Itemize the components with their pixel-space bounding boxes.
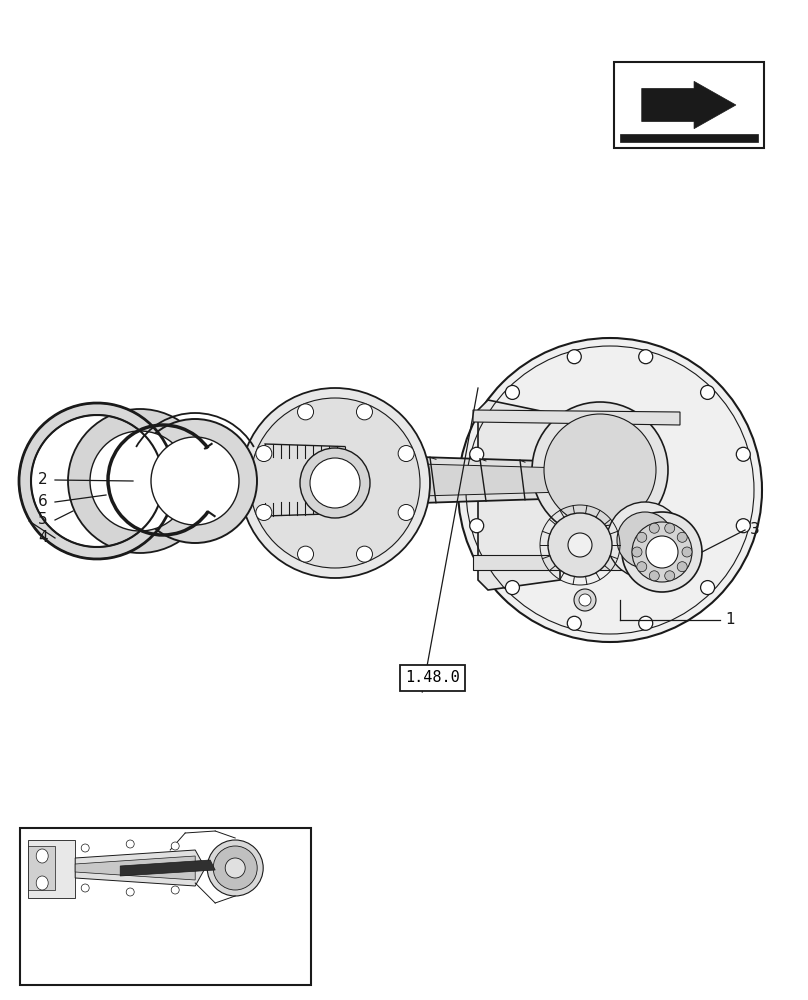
Polygon shape bbox=[275, 460, 565, 500]
Ellipse shape bbox=[250, 398, 420, 568]
Ellipse shape bbox=[297, 404, 314, 420]
Ellipse shape bbox=[638, 616, 653, 630]
Ellipse shape bbox=[398, 504, 415, 520]
Ellipse shape bbox=[207, 840, 263, 896]
Ellipse shape bbox=[81, 844, 89, 852]
Polygon shape bbox=[473, 410, 680, 425]
Ellipse shape bbox=[300, 448, 370, 518]
Ellipse shape bbox=[256, 446, 271, 462]
Ellipse shape bbox=[458, 338, 762, 642]
Ellipse shape bbox=[567, 350, 581, 364]
Ellipse shape bbox=[532, 402, 668, 538]
Ellipse shape bbox=[256, 504, 271, 520]
Ellipse shape bbox=[225, 858, 245, 878]
Ellipse shape bbox=[469, 519, 484, 533]
Ellipse shape bbox=[607, 502, 683, 578]
Ellipse shape bbox=[398, 446, 415, 462]
Ellipse shape bbox=[469, 447, 484, 461]
Ellipse shape bbox=[90, 431, 190, 531]
Ellipse shape bbox=[171, 842, 179, 850]
Polygon shape bbox=[120, 860, 215, 876]
Ellipse shape bbox=[617, 512, 673, 568]
Bar bbox=[614, 62, 764, 148]
Ellipse shape bbox=[650, 571, 659, 581]
Ellipse shape bbox=[677, 562, 688, 572]
Ellipse shape bbox=[171, 886, 179, 894]
Ellipse shape bbox=[36, 849, 48, 863]
Polygon shape bbox=[19, 403, 170, 559]
Ellipse shape bbox=[548, 513, 612, 577]
Ellipse shape bbox=[356, 546, 372, 562]
Text: 5: 5 bbox=[38, 512, 48, 528]
Polygon shape bbox=[75, 856, 196, 880]
Text: 1: 1 bbox=[726, 612, 734, 628]
Ellipse shape bbox=[638, 350, 653, 364]
Ellipse shape bbox=[650, 523, 659, 533]
Ellipse shape bbox=[567, 616, 581, 630]
Ellipse shape bbox=[68, 409, 212, 553]
Ellipse shape bbox=[506, 581, 520, 595]
Ellipse shape bbox=[682, 547, 692, 557]
Polygon shape bbox=[75, 850, 205, 886]
Polygon shape bbox=[28, 846, 55, 890]
Text: 6: 6 bbox=[38, 494, 48, 510]
Ellipse shape bbox=[701, 581, 714, 595]
Polygon shape bbox=[265, 452, 575, 508]
Ellipse shape bbox=[701, 385, 714, 399]
Polygon shape bbox=[642, 81, 736, 129]
Polygon shape bbox=[478, 400, 560, 590]
Ellipse shape bbox=[665, 571, 675, 581]
Ellipse shape bbox=[574, 589, 596, 611]
Ellipse shape bbox=[677, 532, 688, 542]
Ellipse shape bbox=[213, 846, 257, 890]
Ellipse shape bbox=[646, 536, 678, 568]
Ellipse shape bbox=[310, 458, 360, 508]
Ellipse shape bbox=[632, 547, 642, 557]
Ellipse shape bbox=[36, 876, 48, 890]
Ellipse shape bbox=[736, 519, 751, 533]
Polygon shape bbox=[473, 555, 680, 570]
Ellipse shape bbox=[736, 447, 751, 461]
Ellipse shape bbox=[126, 888, 134, 896]
Ellipse shape bbox=[240, 388, 430, 578]
Text: 2: 2 bbox=[38, 473, 48, 488]
Text: 4: 4 bbox=[38, 530, 48, 546]
Ellipse shape bbox=[637, 532, 646, 542]
Ellipse shape bbox=[632, 522, 692, 582]
Ellipse shape bbox=[579, 594, 591, 606]
Ellipse shape bbox=[356, 404, 372, 420]
Polygon shape bbox=[620, 134, 758, 142]
Ellipse shape bbox=[81, 884, 89, 892]
Ellipse shape bbox=[133, 419, 257, 543]
Ellipse shape bbox=[297, 546, 314, 562]
Text: 3: 3 bbox=[750, 522, 760, 538]
Ellipse shape bbox=[544, 414, 656, 526]
Ellipse shape bbox=[506, 385, 520, 399]
Ellipse shape bbox=[665, 523, 675, 533]
Bar bbox=[20, 828, 311, 985]
Ellipse shape bbox=[622, 512, 702, 592]
Ellipse shape bbox=[637, 562, 646, 572]
Ellipse shape bbox=[151, 437, 239, 525]
Ellipse shape bbox=[568, 533, 592, 557]
Polygon shape bbox=[28, 840, 75, 898]
Ellipse shape bbox=[126, 840, 134, 848]
Text: 1.48.0: 1.48.0 bbox=[405, 670, 460, 686]
